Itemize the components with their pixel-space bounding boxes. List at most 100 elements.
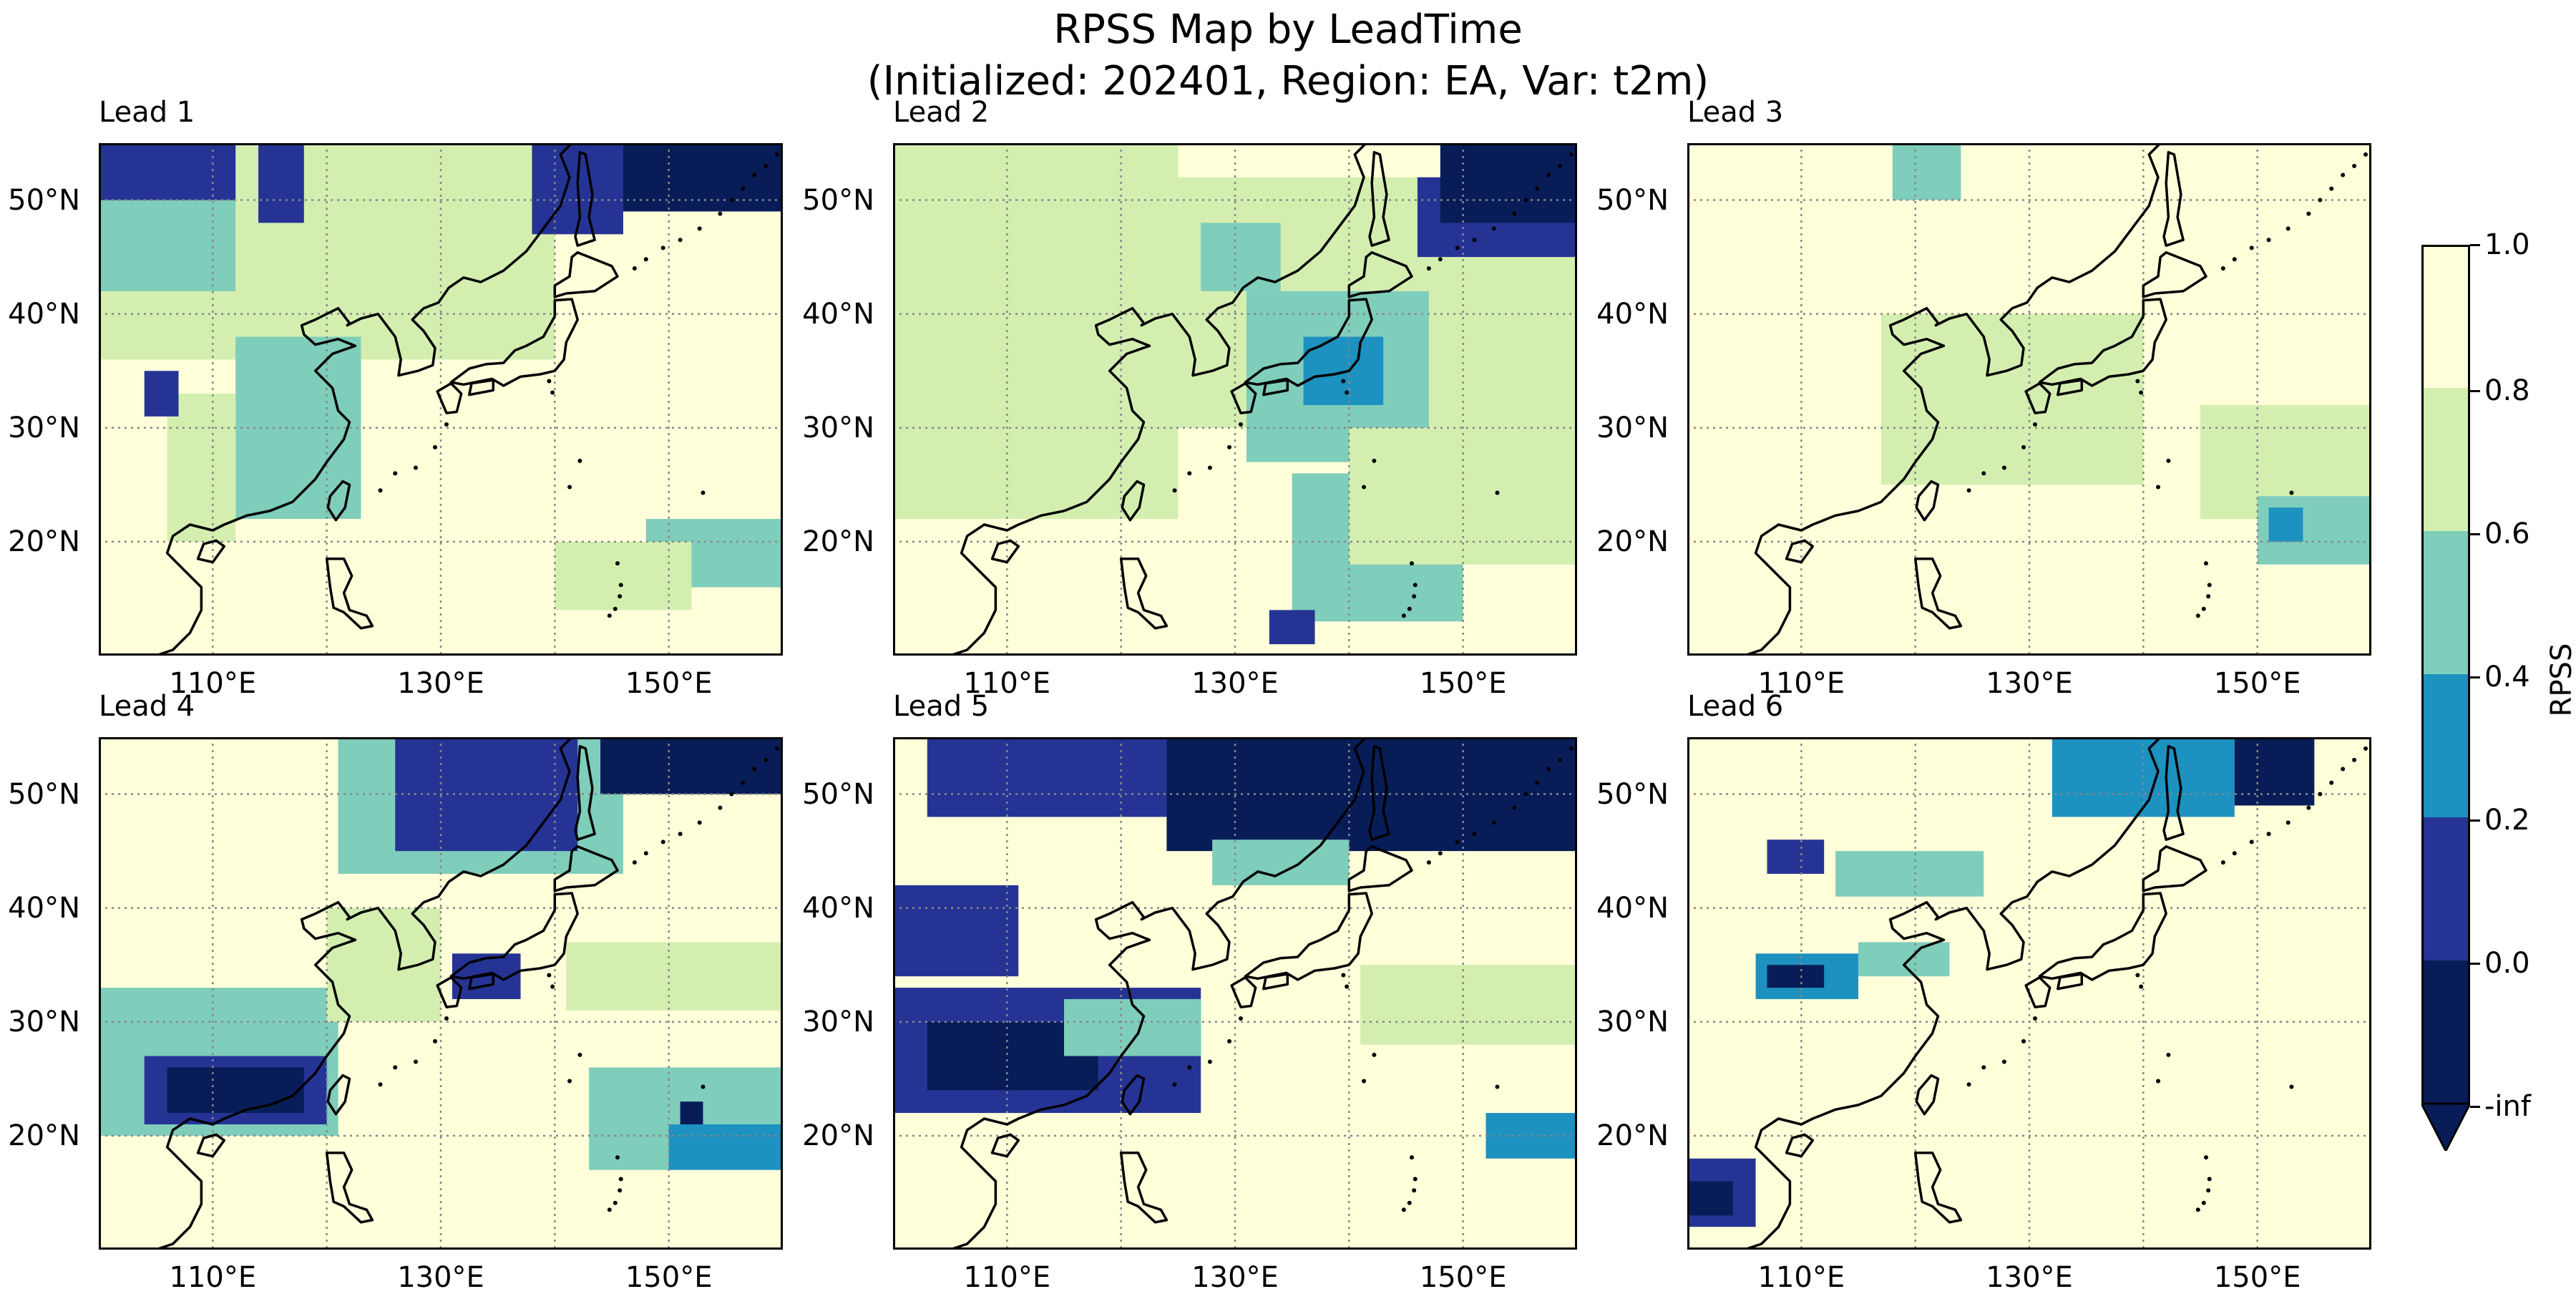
rpss-region (1440, 143, 1577, 223)
island (2329, 186, 2334, 191)
coastline (196, 1133, 226, 1158)
island (2232, 851, 2237, 856)
island (775, 746, 780, 751)
island (607, 1207, 612, 1212)
island (1407, 1200, 1412, 1205)
coastline (1938, 1252, 1990, 1284)
coastline (1244, 892, 1373, 981)
title-line-2: (Initialized: 202401, Region: EA, Var: t… (867, 58, 1709, 104)
island (2232, 257, 2237, 262)
coastline (574, 744, 596, 841)
lat-tick-label: 20°N (802, 1119, 874, 1152)
rpss-region (668, 1124, 783, 1170)
coastline (1244, 298, 1373, 387)
island (1455, 245, 1460, 250)
island (1413, 583, 1418, 588)
island (718, 211, 723, 216)
coastline (1915, 1074, 1940, 1116)
map-panel-lead-4: Lead 4 20°N 30°N 40°N 50°N 110°E 130°E 150°E (8, 690, 783, 1294)
colorbar (2421, 245, 2470, 1151)
island (1546, 172, 1551, 177)
coastline (1144, 1252, 1196, 1284)
rpss-region (235, 336, 361, 520)
lon-tick-label: 130°E (397, 667, 484, 700)
island (1523, 792, 1528, 797)
rpss-region (1269, 610, 1315, 645)
island (1238, 1016, 1243, 1021)
island (2206, 594, 2211, 599)
island (2201, 1200, 2206, 1205)
coastline (196, 539, 226, 564)
coastline (436, 381, 463, 414)
island (1491, 820, 1496, 825)
island (577, 1052, 582, 1057)
island (660, 245, 665, 250)
island (2203, 561, 2208, 566)
colorbar-segment (2421, 960, 2470, 1104)
lat-tick-label: 50°N (8, 183, 80, 217)
island (1546, 767, 1551, 772)
island (2001, 465, 2006, 470)
rpss-map (99, 737, 783, 1250)
island (1407, 606, 1412, 611)
island (1495, 1084, 1500, 1089)
map-panel-lead-1: Lead 1 20°N 30°N 40°N 50°N 110°E 130°E 150°E (8, 96, 783, 700)
map-frame (893, 737, 1577, 1250)
island (1345, 390, 1350, 395)
coastline (1230, 381, 1257, 414)
island (1341, 973, 1346, 978)
island (2318, 198, 2323, 203)
colorbar-tick-mark (2470, 390, 2480, 392)
lon-tick-label: 150°E (1419, 667, 1507, 700)
coastline (950, 143, 1367, 656)
island (2032, 422, 2037, 427)
island (618, 594, 623, 599)
coastline (350, 1252, 401, 1284)
colorbar-tick-label: 0.4 (2484, 661, 2530, 694)
colorbar-tick-label: 0.0 (2484, 947, 2530, 980)
rpss-region (893, 143, 1179, 520)
island (2249, 840, 2254, 845)
island (763, 163, 769, 168)
island (2341, 767, 2346, 772)
rpss-region (1835, 851, 1984, 897)
island (2289, 490, 2294, 495)
lat-tick-label: 50°N (1596, 777, 1669, 811)
coastline (2057, 379, 2084, 397)
rpss-region (1858, 942, 1950, 977)
rpss-region (1767, 840, 1825, 874)
island (1207, 1059, 1212, 1064)
coastline (1913, 1152, 1963, 1224)
rpss-region (1212, 840, 1350, 885)
island (2201, 606, 2206, 611)
island (2220, 266, 2225, 271)
panel-title: Lead 6 (1687, 690, 1784, 723)
colorbar-extend-triangle (2421, 1102, 2470, 1151)
island (1558, 163, 1563, 168)
island (378, 488, 383, 493)
colorbar-tick-mark (2470, 676, 2480, 678)
island (1172, 488, 1177, 493)
coastline (950, 737, 1367, 1250)
rpss-region (612, 143, 783, 212)
rpss-region (326, 908, 441, 1022)
island (697, 226, 702, 231)
colorbar-segment (2421, 531, 2470, 674)
island (618, 1188, 623, 1193)
island (1512, 211, 1517, 216)
colorbar-tick-mark (2470, 819, 2480, 822)
coastline (990, 1133, 1020, 1158)
rpss-region (1892, 143, 1961, 200)
colorbar-segment (2421, 388, 2470, 531)
island (2139, 390, 2144, 395)
island (729, 792, 734, 797)
colorbar-segment (2421, 674, 2470, 817)
coastline (1744, 143, 2162, 656)
island (1535, 186, 1540, 191)
island (1535, 780, 1540, 785)
colorbar-tick-label: -inf (2484, 1090, 2531, 1123)
coastline (2024, 976, 2051, 1008)
rpss-region (2234, 737, 2315, 806)
island (2166, 458, 2171, 463)
island (2266, 832, 2271, 837)
